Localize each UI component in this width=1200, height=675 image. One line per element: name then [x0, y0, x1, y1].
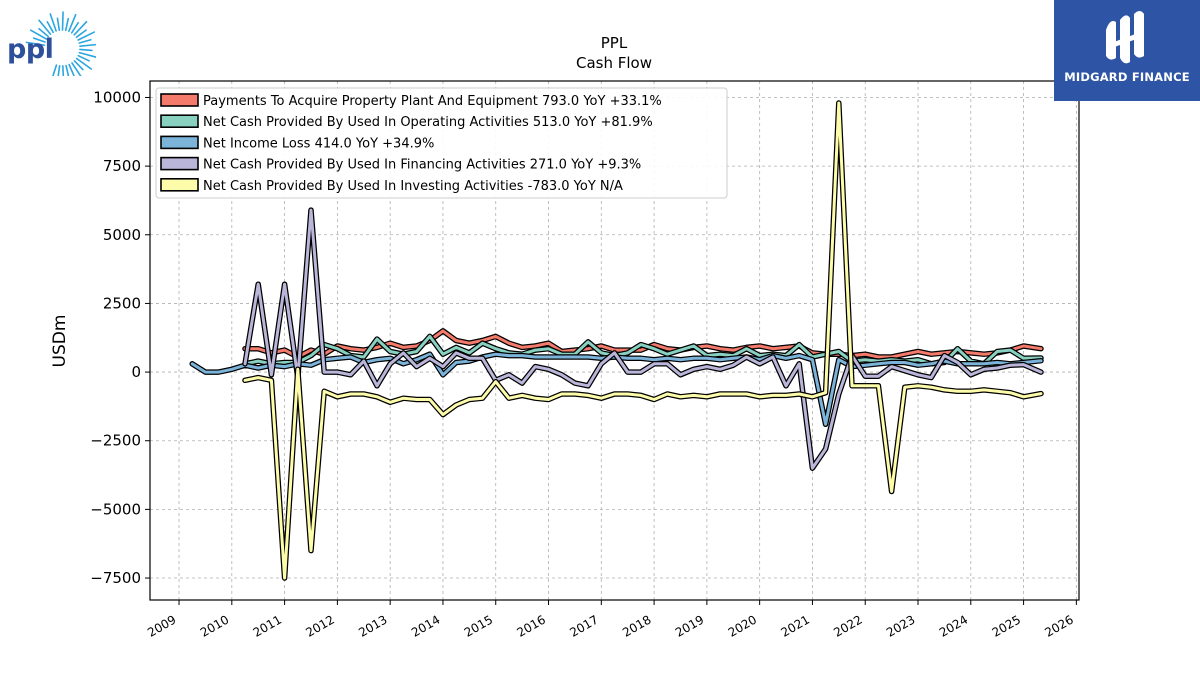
series-3-line [190, 352, 1043, 426]
midgard-mark-icon [1106, 11, 1144, 64]
sunburst-ray [78, 38, 92, 44]
x-tick-label: 2021 [778, 612, 811, 639]
x-tick-label: 2018 [620, 612, 653, 639]
y-axis-label: USDm [50, 315, 70, 368]
midgard-finance-logo: MIDGARD FINANCE [1054, 0, 1200, 101]
x-tick-label: 2023 [884, 612, 917, 639]
plot-frame [149, 80, 1080, 601]
series-lines [189, 100, 1044, 581]
sunburst-ray [79, 43, 99, 48]
chart-title: PPL [601, 34, 628, 52]
sunburst-ray [25, 41, 46, 46]
midgard-finance-text: MIDGARD FINANCE [1064, 70, 1190, 84]
series-1-line [243, 329, 1043, 359]
x-tick-label: 2014 [409, 612, 442, 639]
x-tick-label: 2016 [515, 612, 548, 639]
series-5 [242, 100, 1044, 581]
sunburst-ray [73, 60, 84, 71]
x-tick-label: 2010 [198, 612, 231, 639]
legend-label-3: Net Income Loss 414.0 YoY +34.9% [203, 136, 434, 151]
sunburst-ray [51, 64, 58, 78]
ppl-logo: ppl [4, 6, 99, 85]
legend-label-1: Payments To Acquire Property Plant And E… [203, 94, 662, 109]
y-tick-label: −2500 [90, 432, 141, 450]
y-tick-label: 5000 [103, 226, 141, 244]
series-3 [189, 351, 1044, 428]
sunburst-ray [56, 65, 61, 85]
sunburst-ray [75, 29, 87, 39]
sunburst-ray [73, 20, 88, 36]
x-tick-label: 2009 [145, 612, 178, 639]
chart-subtitle: Cash Flow [576, 54, 652, 72]
y-tick-label: 0 [131, 363, 141, 381]
legend-swatch-3 [160, 135, 199, 150]
x-tick-label: 2017 [567, 612, 600, 639]
x-tick-label: 2020 [726, 612, 759, 639]
x-tick-label: 2015 [462, 612, 495, 639]
sunburst-ray [56, 17, 61, 32]
legend-swatch-4 [160, 156, 199, 171]
sunburst-ray [62, 65, 65, 79]
legend-swatch-2 [160, 114, 199, 128]
legend-label-4: Net Cash Provided By Used In Financing A… [203, 158, 641, 173]
y-tick-label: 10000 [93, 88, 141, 106]
x-tick-label: 2013 [356, 612, 389, 639]
y-tick-label: 2500 [103, 294, 141, 312]
sunburst-ray [70, 21, 79, 34]
x-tick-label: 2022 [831, 612, 864, 639]
series-4-outline [242, 207, 1044, 471]
sunburst-ray [32, 37, 46, 43]
sunburst-ray [68, 63, 75, 77]
ppl-logo-text: ppl [7, 34, 54, 65]
sunburst-ray [38, 27, 50, 38]
legend-label-2: Net Cash Provided By Used In Operating A… [203, 115, 653, 130]
sunburst-ray [79, 48, 93, 52]
x-tick-label: 2024 [937, 612, 970, 639]
sunburst-ray [71, 62, 83, 79]
series-4-line [243, 208, 1043, 470]
sunburst-ray [38, 19, 52, 35]
x-tick-label: 2019 [673, 612, 706, 639]
x-axis-ticks: 2009 2010 2011 2012 2013 2014 2015 2016 2017 2018… [145, 600, 1077, 640]
x-tick-label: 2026 [1042, 612, 1075, 639]
sunburst-ray [68, 13, 77, 33]
legend-swatch-1 [160, 93, 199, 107]
legend-box [155, 87, 728, 199]
legend-swatch-5 [160, 178, 199, 192]
sunburst-ray [61, 11, 64, 31]
sunburst-ray [78, 51, 98, 59]
series-5-line [243, 101, 1043, 580]
sunburst-ray [49, 13, 57, 32]
sunburst-ray [77, 54, 90, 62]
sunburst-ray [64, 17, 70, 32]
y-tick-label: −5000 [90, 500, 141, 518]
y-tick-label: −7500 [90, 569, 141, 587]
y-axis-ticks: −7500 −5000 −2500 0 2500 5000 7500 10000 [90, 88, 150, 587]
ppl-sunburst-icon [25, 11, 99, 85]
sunburst-ray [75, 57, 93, 70]
sunburst-ray [29, 29, 48, 40]
legend-label-5: Net Cash Provided By Used In Investing A… [203, 179, 623, 194]
x-tick-label: 2012 [303, 612, 336, 639]
x-tick-label: 2011 [251, 612, 284, 639]
sunburst-ray [46, 21, 54, 34]
x-tick-label: 2025 [990, 612, 1023, 639]
series-1 [242, 328, 1044, 360]
legend: Payments To Acquire Property Plant And E… [155, 87, 728, 199]
y-tick-label: 7500 [103, 157, 141, 175]
sunburst-ray [77, 31, 96, 41]
series-4 [242, 207, 1044, 471]
